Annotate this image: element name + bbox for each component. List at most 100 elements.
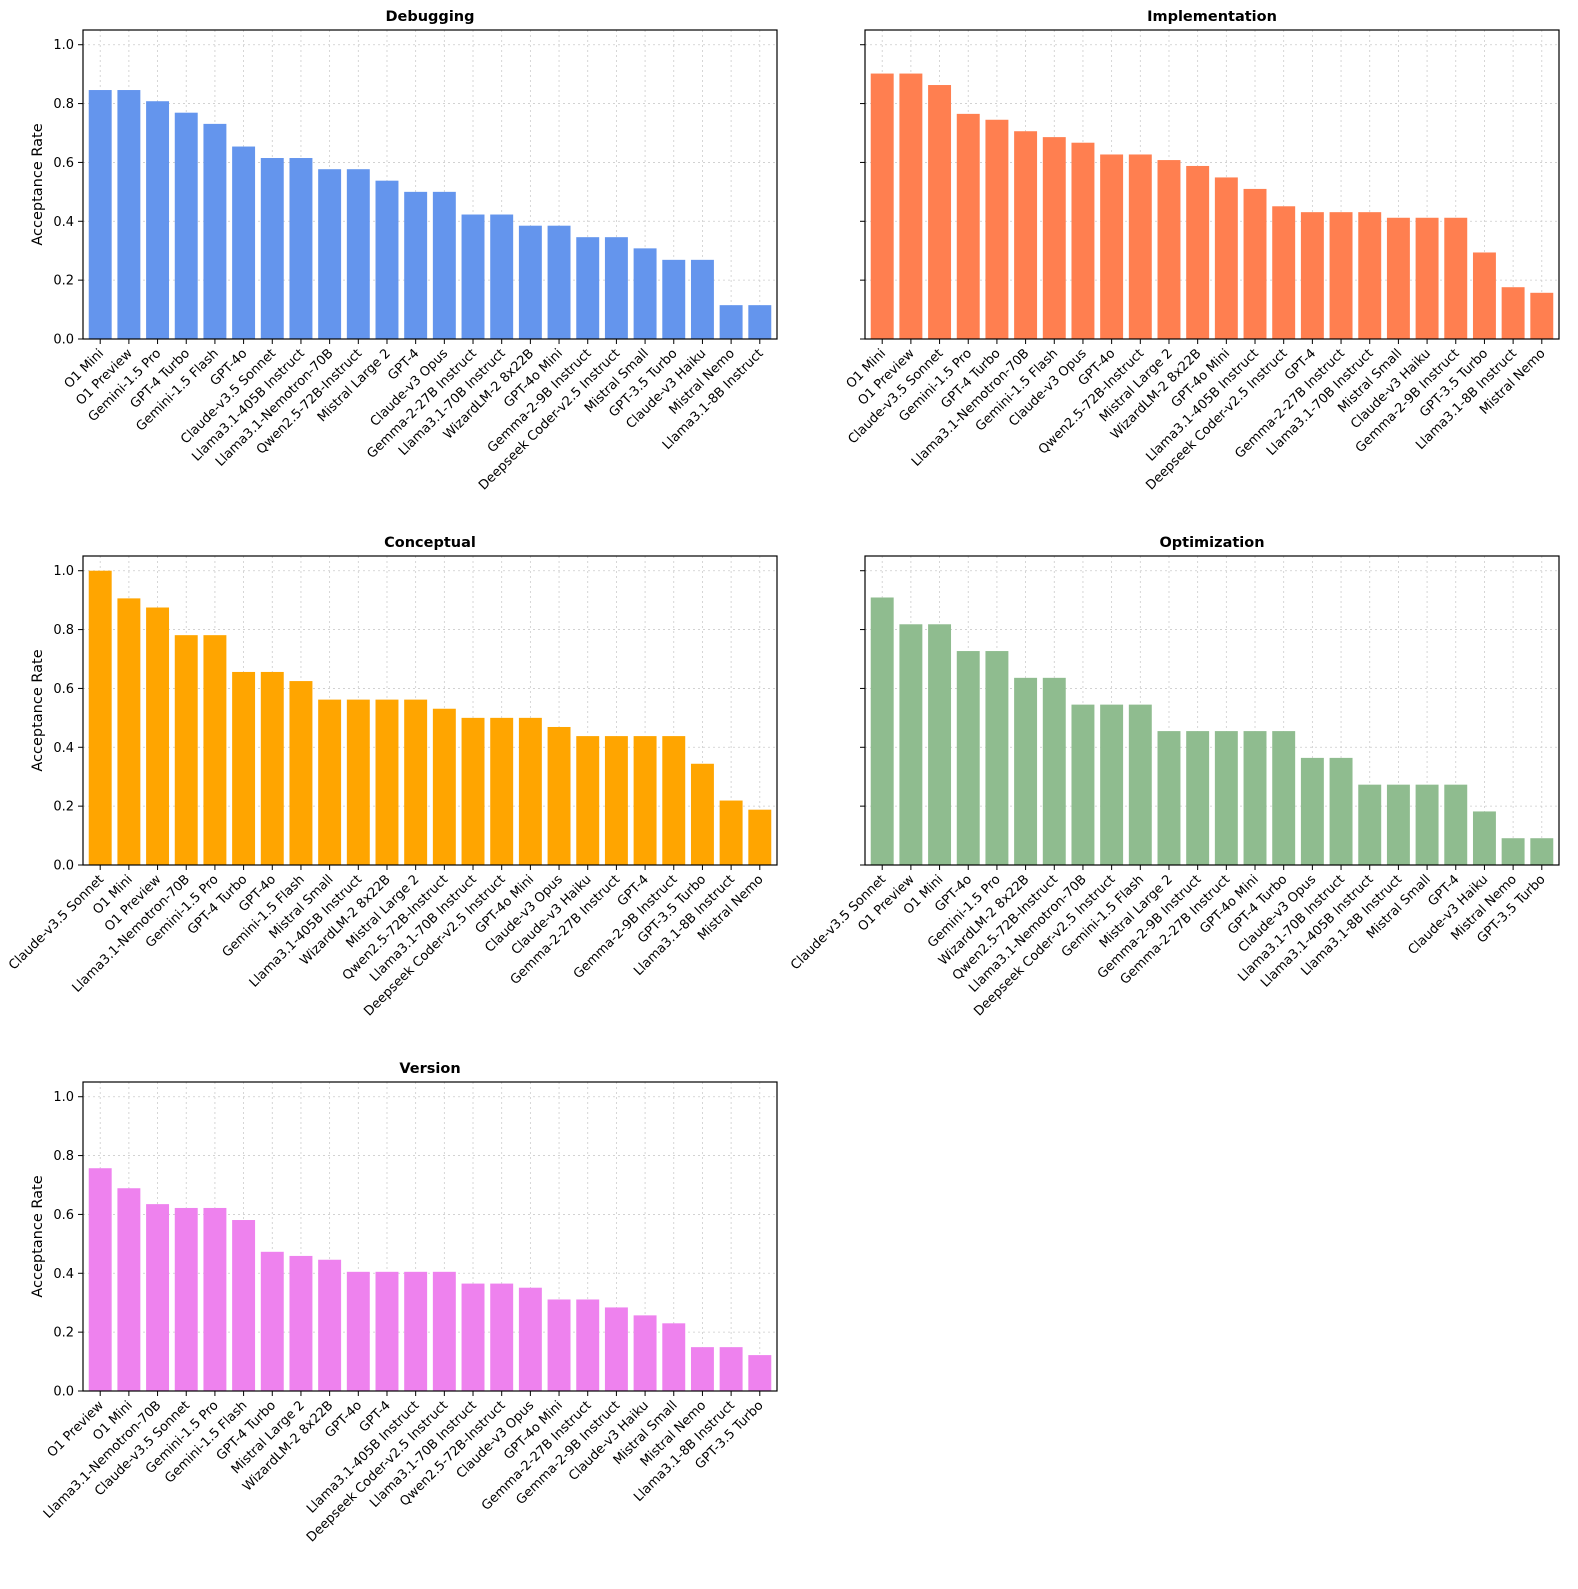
bar (956, 651, 980, 865)
bar (375, 699, 399, 865)
y-tick-label: 0.2 (53, 274, 74, 289)
bar (203, 635, 227, 865)
y-tick-label: 0.2 (53, 1326, 74, 1341)
bar (719, 305, 743, 339)
y-tick-label: 1.0 (53, 564, 74, 579)
plot-frame (864, 29, 1560, 340)
plot-frame (864, 555, 1560, 866)
bar (985, 119, 1009, 339)
bar (404, 699, 428, 865)
bar (1014, 677, 1038, 865)
bar (318, 1259, 342, 1391)
y-tick-label: 0.6 (53, 156, 74, 171)
bar (146, 1204, 170, 1391)
bar (432, 1271, 456, 1391)
bar (1530, 838, 1554, 865)
bar (662, 1323, 686, 1391)
bar (1329, 212, 1353, 339)
bar (1214, 177, 1238, 339)
bar (88, 90, 112, 339)
bar (690, 259, 714, 339)
bar (1358, 784, 1382, 865)
x-tick-label: Claude-v3.5 Sonnet (6, 872, 107, 973)
y-tick-label: 0.6 (53, 682, 74, 697)
y-tick-label: 0.2 (53, 800, 74, 815)
bar (1100, 704, 1124, 865)
plot-frame (82, 29, 778, 340)
y-tick-label: 0.0 (53, 859, 74, 874)
bar (346, 699, 370, 865)
y-tick-label: 0.0 (53, 333, 74, 348)
y-tick-label: 0.8 (53, 97, 74, 112)
bar (346, 169, 370, 339)
bar (870, 597, 894, 865)
bar (576, 736, 600, 865)
chart-title: Version (399, 1061, 460, 1077)
bar (662, 736, 686, 865)
bar (117, 1188, 141, 1391)
bar (1415, 784, 1439, 865)
bar (899, 624, 923, 865)
bar (174, 112, 198, 340)
bar (985, 651, 1009, 865)
plot-frame (82, 1081, 778, 1392)
bar (1415, 217, 1439, 339)
bar (1214, 731, 1238, 865)
bar (146, 101, 170, 340)
y-tick-label: 1.0 (53, 38, 74, 53)
bar (1472, 252, 1496, 339)
bar (203, 1207, 227, 1391)
bar (1358, 212, 1382, 339)
y-tick-label: 0.8 (53, 623, 74, 638)
bar (1071, 142, 1095, 339)
bar (490, 214, 514, 339)
bar (432, 708, 456, 865)
bar (662, 259, 686, 339)
bar (1128, 154, 1152, 339)
bar (289, 1255, 313, 1391)
bar (1100, 154, 1124, 339)
bar (1186, 165, 1210, 339)
bar (174, 1207, 198, 1391)
bar (956, 113, 980, 339)
chart-title: Optimization (1159, 535, 1264, 551)
bar (748, 305, 772, 339)
bar (518, 717, 542, 865)
bar (547, 726, 571, 865)
bar (232, 1220, 256, 1391)
bar (547, 1299, 571, 1391)
bar (318, 169, 342, 339)
bar (1501, 838, 1525, 865)
y-axis-label: Acceptance Rate (30, 1175, 46, 1297)
bar (1501, 287, 1525, 339)
bar (604, 1307, 628, 1391)
bar (748, 1355, 772, 1391)
bar (289, 158, 313, 339)
bar (928, 85, 952, 339)
bar (1157, 160, 1181, 339)
bar (260, 158, 284, 339)
bar (1243, 188, 1267, 339)
bar (404, 1271, 428, 1391)
bar (1530, 292, 1554, 339)
bar (576, 1299, 600, 1391)
bar (375, 180, 399, 339)
bar (404, 191, 428, 339)
bar (88, 1168, 112, 1391)
bar (260, 671, 284, 865)
bar (289, 681, 313, 865)
y-tick-label: 0.6 (53, 1208, 74, 1223)
bar (633, 248, 657, 339)
bar (232, 671, 256, 865)
bar (1300, 212, 1324, 339)
bar (117, 598, 141, 865)
bar (1386, 784, 1410, 865)
bar (461, 717, 485, 865)
bar (232, 146, 256, 339)
y-tick-label: 0.4 (53, 215, 74, 230)
